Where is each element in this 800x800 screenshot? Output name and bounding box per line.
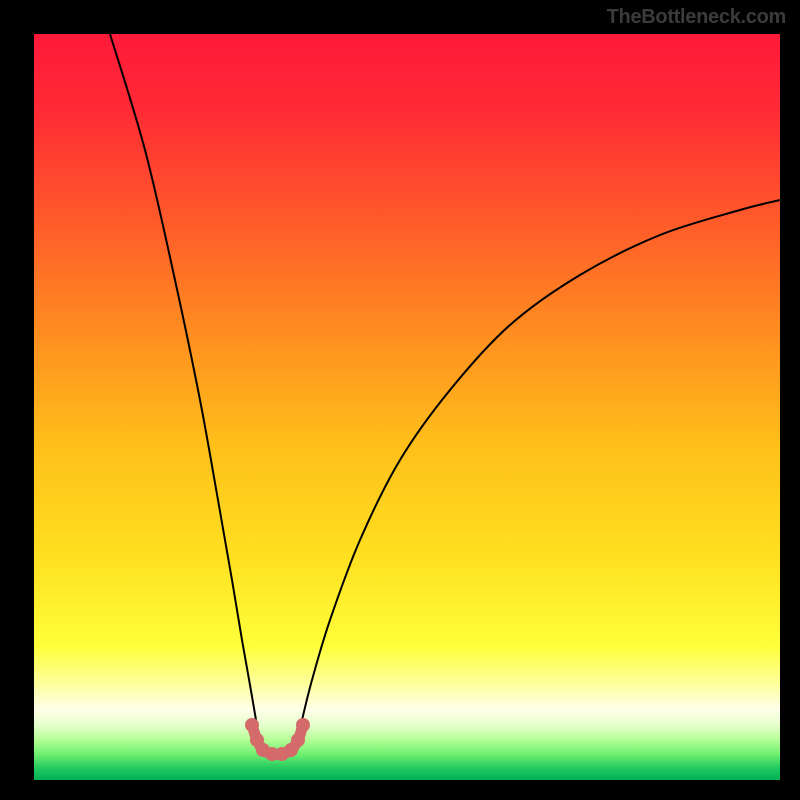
chart-container: TheBottleneck.com: [0, 0, 800, 800]
plot-gradient-background: [34, 34, 780, 780]
trough-marker-dot: [296, 718, 310, 732]
bottleneck-chart: [0, 0, 800, 800]
watermark-text: TheBottleneck.com: [607, 6, 786, 29]
trough-marker-dot: [291, 733, 305, 747]
trough-marker-dot: [245, 718, 259, 732]
